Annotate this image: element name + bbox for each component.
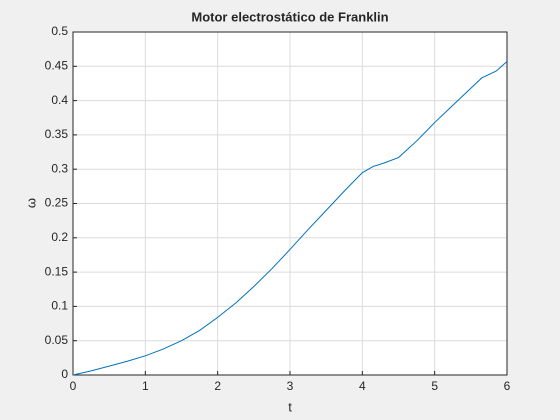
- y-tick-label: 0: [61, 367, 68, 381]
- y-tick-label: 0.45: [45, 58, 69, 72]
- y-tick-label: 0.35: [45, 127, 69, 141]
- x-tick-label: 0: [70, 379, 77, 393]
- y-tick-label: 0.2: [51, 230, 68, 244]
- x-tick-label: 5: [431, 379, 438, 393]
- y-tick-label: 0.3: [51, 161, 68, 175]
- y-tick-label: 0.4: [51, 93, 68, 107]
- y-tick-label: 0.25: [45, 196, 69, 210]
- y-tick-label: 0.5: [51, 24, 68, 38]
- x-axis-label: t: [288, 399, 292, 414]
- data-line: [72, 61, 508, 376]
- x-tick-label: 4: [359, 379, 366, 393]
- x-tick-label: 3: [287, 379, 294, 393]
- x-tick-label: 2: [214, 379, 221, 393]
- y-tick-label: 0.15: [45, 264, 69, 278]
- x-tick-label: 1: [142, 379, 149, 393]
- y-axis-label: ω: [23, 198, 38, 208]
- y-tick-label: 0.1: [51, 299, 68, 313]
- axes-box: [72, 31, 508, 376]
- x-tick-label: 6: [504, 379, 511, 393]
- y-tick-label: 0.05: [45, 333, 69, 347]
- chart-title: Motor electrostático de Franklin: [191, 9, 388, 24]
